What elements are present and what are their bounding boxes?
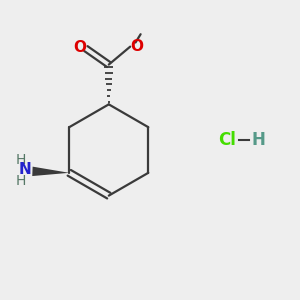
Text: N: N [19,162,32,177]
Text: H: H [16,153,26,167]
Text: H: H [16,174,26,188]
Text: H: H [252,131,266,149]
Text: O: O [73,40,86,56]
Text: O: O [130,38,143,53]
Polygon shape [32,167,69,176]
Text: Cl: Cl [218,131,236,149]
